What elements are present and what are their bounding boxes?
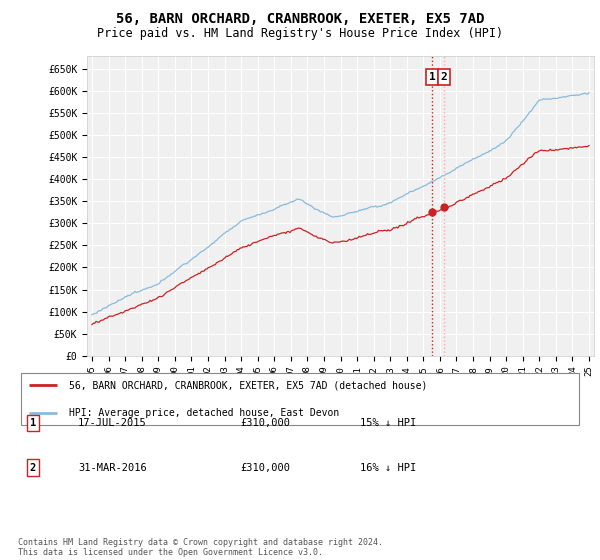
Text: £310,000: £310,000 bbox=[240, 418, 290, 428]
Text: 56, BARN ORCHARD, CRANBROOK, EXETER, EX5 7AD: 56, BARN ORCHARD, CRANBROOK, EXETER, EX5… bbox=[116, 12, 484, 26]
Text: 2: 2 bbox=[30, 463, 36, 473]
Text: Price paid vs. HM Land Registry's House Price Index (HPI): Price paid vs. HM Land Registry's House … bbox=[97, 27, 503, 40]
Text: 31-MAR-2016: 31-MAR-2016 bbox=[78, 463, 147, 473]
Text: 15% ↓ HPI: 15% ↓ HPI bbox=[360, 418, 416, 428]
Text: 2: 2 bbox=[440, 72, 448, 82]
Text: £310,000: £310,000 bbox=[240, 463, 290, 473]
Text: 1: 1 bbox=[30, 418, 36, 428]
Text: 17-JUL-2015: 17-JUL-2015 bbox=[78, 418, 147, 428]
Text: 56, BARN ORCHARD, CRANBROOK, EXETER, EX5 7AD (detached house): 56, BARN ORCHARD, CRANBROOK, EXETER, EX5… bbox=[69, 380, 427, 390]
Text: 16% ↓ HPI: 16% ↓ HPI bbox=[360, 463, 416, 473]
Text: HPI: Average price, detached house, East Devon: HPI: Average price, detached house, East… bbox=[69, 408, 339, 418]
Text: Contains HM Land Registry data © Crown copyright and database right 2024.
This d: Contains HM Land Registry data © Crown c… bbox=[18, 538, 383, 557]
Text: 1: 1 bbox=[429, 72, 436, 82]
FancyBboxPatch shape bbox=[21, 372, 579, 426]
